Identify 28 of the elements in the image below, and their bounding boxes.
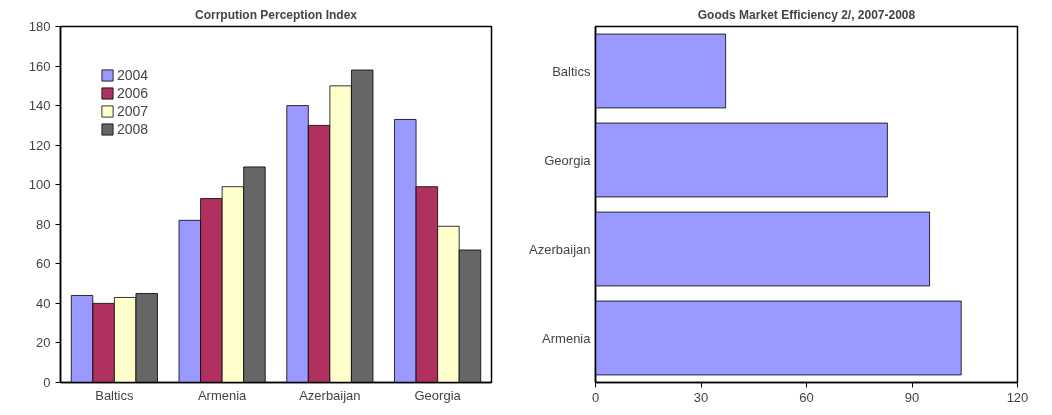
legend-label: 2006	[117, 85, 149, 101]
y-tick-label: 20	[36, 335, 51, 351]
legend-label: 2004	[117, 67, 149, 83]
y-tick-label: 60	[36, 256, 51, 272]
y-tick-label: Armenia	[542, 330, 592, 346]
x-tick-label: Georgia	[414, 387, 462, 403]
y-tick-label: 120	[28, 137, 51, 153]
legend-label: 2007	[117, 103, 149, 119]
x-tick-label: 30	[693, 389, 709, 405]
y-tick-label: 180	[28, 19, 51, 34]
y-tick-label: Baltics	[552, 63, 591, 79]
x-tick-label: Azerbaijan	[299, 387, 361, 403]
y-tick-label: Azerbaijan	[529, 241, 591, 257]
x-tick-label: 120	[1006, 389, 1029, 405]
y-tick-label: Georgia	[544, 152, 592, 168]
x-tick-label: Baltics	[95, 387, 135, 403]
y-tick-label: 0	[43, 375, 51, 390]
x-tick-label: 90	[904, 389, 920, 405]
y-tick-label: 160	[28, 58, 51, 74]
y-tick-label: 40	[36, 295, 51, 311]
x-tick-label: 60	[799, 389, 814, 405]
x-tick-label: Armenia	[197, 387, 248, 403]
legend-label: 2008	[117, 121, 149, 137]
y-tick-label: 140	[28, 98, 51, 114]
y-tick-label: 80	[36, 216, 51, 232]
y-tick-label: 100	[28, 177, 51, 193]
chart-title: Corrpution Perception Index	[194, 7, 358, 22]
chart-title: Goods Market Efficiency 2/, 2007-2008	[697, 7, 916, 22]
